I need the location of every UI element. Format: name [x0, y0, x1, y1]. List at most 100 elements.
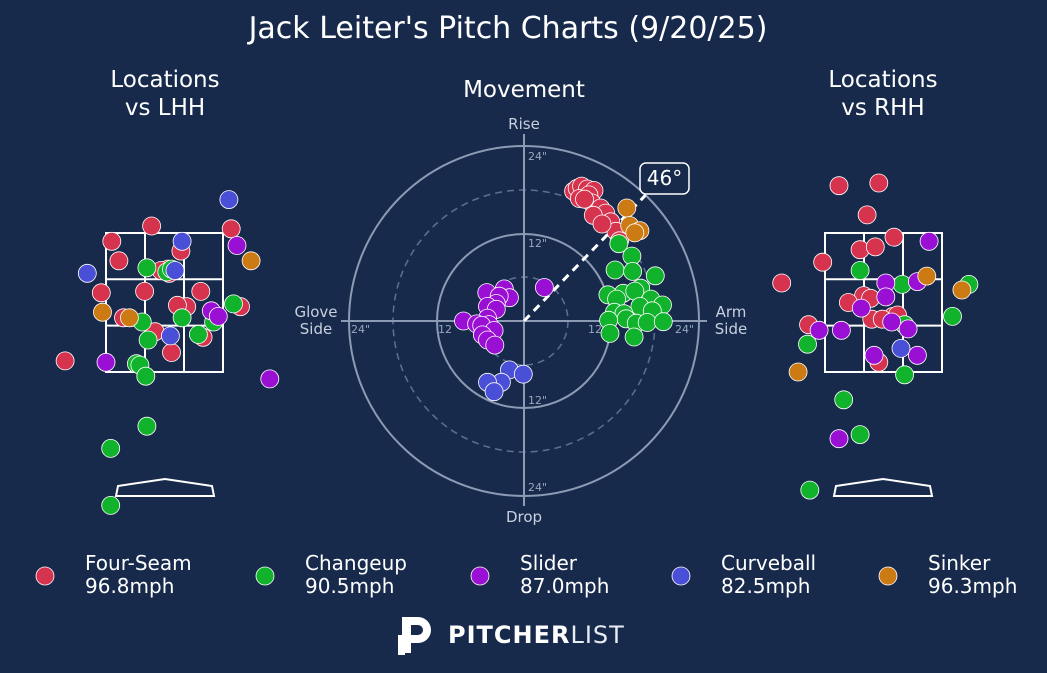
lhh-four-seam-point [222, 220, 240, 238]
lhh-title-line2: vs LHH [125, 95, 205, 121]
rhh-sinker-point [789, 363, 807, 381]
ring-label-top-24: 24" [528, 150, 547, 163]
ring-label-top-12: 12" [528, 237, 547, 250]
rhh-slider-point [908, 346, 926, 364]
lhh-changeup-point [139, 331, 157, 349]
legend-marker [36, 567, 54, 585]
axis-glove-line2: Side [300, 320, 332, 338]
legend-pitch-speed: 82.5mph [721, 574, 810, 598]
brand-light: LIST [570, 621, 624, 649]
rhh-changeup-point [835, 391, 853, 409]
lhh-sinker-point [94, 303, 112, 321]
axis-drop: Drop [506, 508, 542, 526]
rhh-changeup-point [851, 262, 869, 280]
lhh-four-seam-point [143, 217, 161, 235]
lhh-four-seam-point [56, 352, 74, 370]
rhh-home-plate [834, 479, 932, 496]
lhh-slider-point [209, 307, 227, 325]
legend-marker [879, 567, 897, 585]
ring-label-bottom-12: 12" [528, 394, 547, 407]
legend-marker [672, 567, 690, 585]
rhh-four-seam-point [885, 228, 903, 246]
movement-sinker-point [618, 199, 636, 217]
legend-pitch-speed: 87.0mph [520, 574, 609, 598]
movement-four-seam-point [593, 215, 611, 233]
lhh-curveball-point [166, 262, 184, 280]
ring-label-left-24: 24" [351, 323, 370, 336]
rhh-slider-point [865, 346, 883, 364]
legend-marker [471, 567, 489, 585]
axis-arm-line2: Side [715, 320, 747, 338]
chart-title: Jack Leiter's Pitch Charts (9/20/25) [247, 11, 768, 46]
rhh-changeup-point [896, 366, 914, 384]
movement-curveball-point [485, 383, 503, 401]
arm-angle-label: 46° [647, 166, 682, 190]
lhh-changeup-point [138, 417, 156, 435]
rhh-changeup-point [851, 426, 869, 444]
lhh-changeup-point [138, 259, 156, 277]
lhh-changeup-point [102, 439, 120, 457]
lhh-curveball-point [161, 327, 179, 345]
rhh-slider-point [830, 430, 848, 448]
movement-pitch-points [455, 177, 673, 401]
lhh-changeup-point [102, 496, 120, 514]
ring-label-left-12: 12 [438, 323, 452, 336]
legend-marker [256, 567, 274, 585]
rhh-changeup-point [801, 481, 819, 499]
ring-label-bottom-24: 24" [528, 481, 547, 494]
lhh-changeup-point [225, 295, 243, 313]
rhh-four-seam-point [870, 174, 888, 192]
movement-slider-point [535, 279, 553, 297]
lhh-location-panel [56, 191, 279, 515]
axis-rise: Rise [508, 115, 540, 133]
lhh-curveball-point [173, 232, 191, 250]
movement-changeup-point [625, 328, 643, 346]
legend-pitch-name: Curveball [721, 551, 816, 575]
movement-changeup-point [601, 324, 619, 342]
brand-bold: PITCHER [448, 621, 570, 649]
movement-changeup-point [646, 267, 664, 285]
lhh-curveball-point [220, 191, 238, 209]
ring-label-right-12: 12 [588, 323, 602, 336]
lhh-four-seam-point [136, 282, 154, 300]
rhh-slider-point [810, 321, 828, 339]
lhh-four-seam-point [92, 284, 110, 302]
lhh-curveball-point [78, 264, 96, 282]
movement-changeup-point [638, 314, 656, 332]
movement-changeup-point [624, 262, 642, 280]
lhh-sinker-point [242, 252, 260, 270]
ring-label-right-24: 24" [675, 323, 694, 336]
rhh-sinker-point [918, 267, 936, 285]
rhh-slider-point [877, 288, 895, 306]
lhh-slider-point [261, 370, 279, 388]
lhh-home-plate [116, 479, 214, 496]
lhh-four-seam-point [163, 344, 181, 362]
lhh-pitch-points [56, 191, 279, 515]
rhh-slider-point [852, 299, 870, 317]
legend-pitch-name: Four-Seam [85, 551, 192, 575]
rhh-four-seam-point [773, 274, 791, 292]
movement-title: Movement [463, 77, 585, 103]
rhh-title-line1: Locations [828, 67, 937, 93]
rhh-slider-point [899, 320, 917, 338]
lhh-title-line1: Locations [110, 67, 219, 93]
lhh-changeup-point [189, 326, 207, 344]
axis-arm-line1: Arm [716, 303, 747, 321]
rhh-location-panel [773, 174, 978, 499]
movement-four-seam-point [576, 190, 594, 208]
rhh-slider-point [883, 313, 901, 331]
rhh-changeup-point [944, 307, 962, 325]
movement-slider-point [486, 336, 504, 354]
legend-item-slider: Slider87.0mph [471, 551, 609, 598]
movement-panel: Rise Drop Glove Side Arm Side 24" 12" 12… [294, 115, 747, 526]
lhh-four-seam-point [110, 252, 128, 270]
rhh-four-seam-point [858, 206, 876, 224]
legend-pitch-name: Changeup [305, 551, 407, 575]
pitcherlist-p-icon [396, 613, 436, 657]
legend-pitch-speed: 90.5mph [305, 574, 394, 598]
rhh-title-line2: vs RHH [841, 95, 924, 121]
